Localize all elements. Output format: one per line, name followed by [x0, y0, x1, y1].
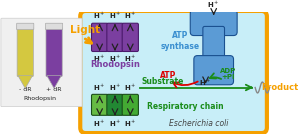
Text: H$^+$: H$^+$ [124, 82, 136, 93]
Text: Escherichia coli: Escherichia coli [169, 119, 228, 128]
Text: Light: Light [70, 25, 100, 35]
Text: H$^+$: H$^+$ [124, 54, 136, 64]
Text: Product: Product [262, 83, 299, 92]
Text: H$^+$: H$^+$ [207, 0, 220, 10]
Text: Rhodopsin: Rhodopsin [91, 60, 140, 69]
FancyBboxPatch shape [92, 23, 108, 51]
Polygon shape [47, 76, 61, 88]
FancyBboxPatch shape [17, 23, 34, 30]
Text: H$^+$: H$^+$ [93, 82, 106, 93]
FancyBboxPatch shape [92, 94, 108, 115]
Text: H$^+$: H$^+$ [109, 54, 121, 64]
Text: H$^+$: H$^+$ [93, 10, 106, 21]
Text: H$^+$: H$^+$ [109, 119, 121, 129]
FancyBboxPatch shape [107, 23, 123, 51]
Polygon shape [18, 76, 32, 88]
Text: H$^+$: H$^+$ [93, 54, 106, 64]
FancyBboxPatch shape [46, 27, 62, 77]
FancyBboxPatch shape [194, 56, 233, 85]
Text: H$^+$: H$^+$ [93, 119, 106, 129]
Text: H$^+$: H$^+$ [109, 82, 121, 93]
FancyBboxPatch shape [122, 94, 138, 115]
FancyBboxPatch shape [46, 23, 63, 30]
Text: ADP
+Pi: ADP +Pi [220, 68, 236, 80]
Text: H$^+$: H$^+$ [199, 78, 212, 88]
Text: Respiratory chain: Respiratory chain [147, 102, 224, 111]
FancyBboxPatch shape [80, 11, 267, 133]
Text: H$^+$: H$^+$ [109, 10, 121, 21]
FancyBboxPatch shape [190, 10, 237, 36]
Text: - dR: - dR [19, 87, 31, 92]
FancyBboxPatch shape [107, 94, 123, 115]
FancyBboxPatch shape [122, 23, 138, 51]
FancyBboxPatch shape [1, 18, 82, 107]
Text: ATP: ATP [160, 71, 177, 80]
FancyBboxPatch shape [203, 26, 224, 65]
Text: Rhodopsin: Rhodopsin [23, 96, 56, 101]
Text: ATP
synthase: ATP synthase [161, 31, 200, 51]
Text: Substrate: Substrate [142, 77, 184, 86]
Text: + dR: + dR [46, 87, 62, 92]
FancyBboxPatch shape [17, 27, 33, 77]
Text: H$^+$: H$^+$ [124, 10, 136, 21]
Text: H$^+$: H$^+$ [124, 119, 136, 129]
